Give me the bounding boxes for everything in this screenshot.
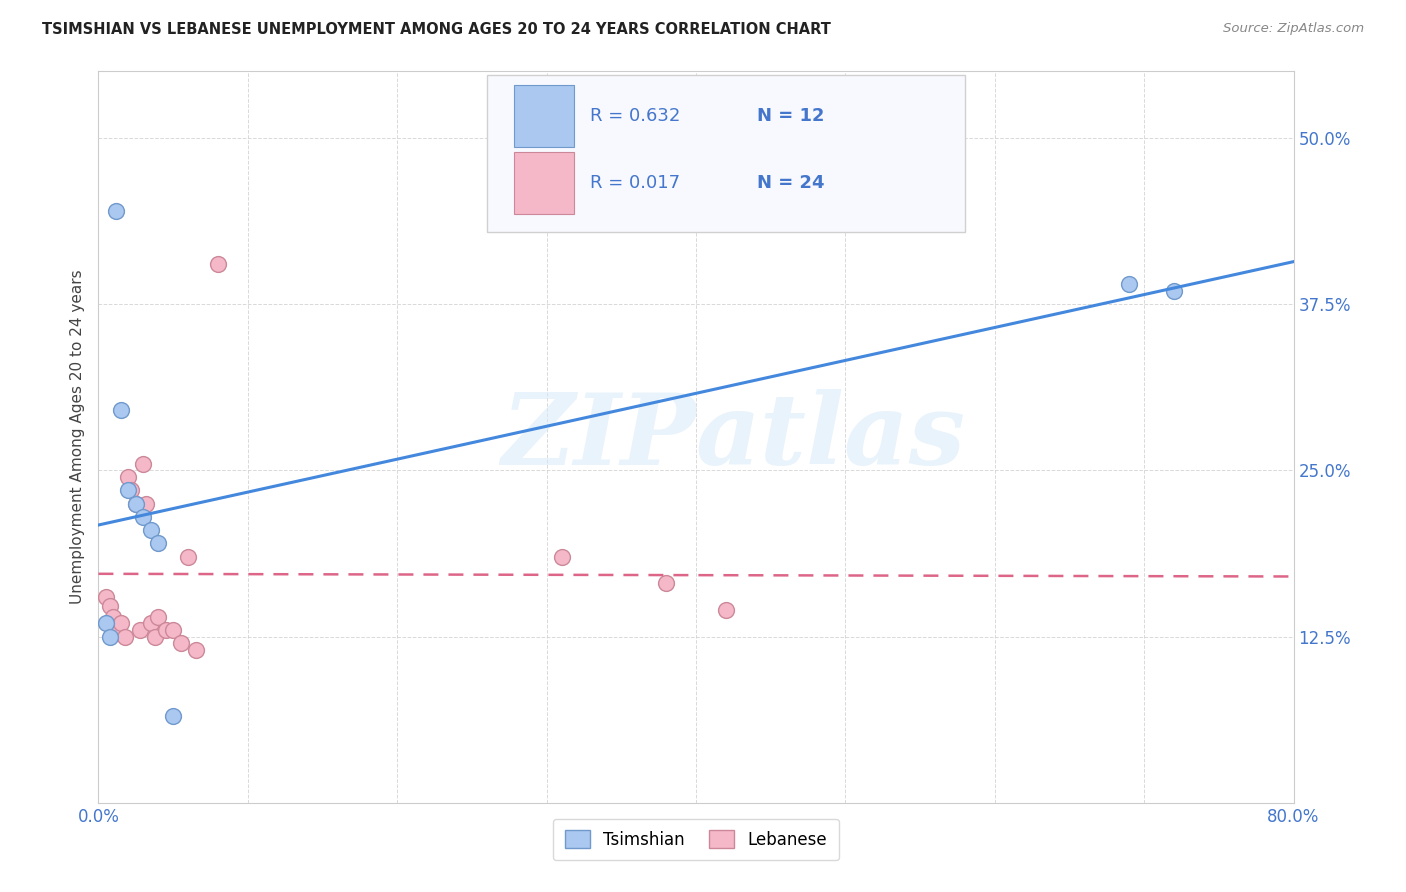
Point bbox=[177, 549, 200, 564]
Text: R = 0.632: R = 0.632 bbox=[589, 107, 681, 125]
FancyBboxPatch shape bbox=[515, 153, 574, 214]
Point bbox=[105, 204, 128, 219]
Point bbox=[110, 403, 132, 417]
Point bbox=[655, 576, 678, 591]
Point bbox=[1118, 277, 1140, 292]
Text: N = 24: N = 24 bbox=[756, 174, 824, 193]
Point bbox=[117, 470, 139, 484]
Point bbox=[148, 609, 170, 624]
Point bbox=[550, 549, 572, 564]
Point bbox=[94, 590, 117, 604]
Point bbox=[162, 709, 184, 723]
Point bbox=[129, 623, 152, 637]
Point bbox=[125, 497, 148, 511]
Point bbox=[155, 623, 177, 637]
Text: N = 12: N = 12 bbox=[756, 107, 824, 125]
Point bbox=[135, 497, 157, 511]
Point bbox=[207, 257, 229, 271]
Text: Source: ZipAtlas.com: Source: ZipAtlas.com bbox=[1223, 22, 1364, 36]
Point bbox=[98, 599, 122, 613]
Point bbox=[103, 609, 125, 624]
Point bbox=[125, 497, 148, 511]
Point bbox=[1163, 284, 1185, 298]
Text: TSIMSHIAN VS LEBANESE UNEMPLOYMENT AMONG AGES 20 TO 24 YEARS CORRELATION CHART: TSIMSHIAN VS LEBANESE UNEMPLOYMENT AMONG… bbox=[42, 22, 831, 37]
Point bbox=[139, 523, 162, 537]
Point bbox=[105, 623, 128, 637]
Point bbox=[139, 616, 162, 631]
Y-axis label: Unemployment Among Ages 20 to 24 years: Unemployment Among Ages 20 to 24 years bbox=[70, 269, 86, 605]
Text: atlas: atlas bbox=[696, 389, 966, 485]
Point bbox=[110, 616, 132, 631]
Point bbox=[143, 630, 166, 644]
Point bbox=[184, 643, 207, 657]
Text: ZIP: ZIP bbox=[501, 389, 696, 485]
Point bbox=[148, 536, 170, 550]
Point bbox=[714, 603, 737, 617]
Point bbox=[120, 483, 142, 498]
Text: R = 0.017: R = 0.017 bbox=[589, 174, 679, 193]
Point bbox=[169, 636, 191, 650]
FancyBboxPatch shape bbox=[515, 85, 574, 147]
Point bbox=[94, 616, 117, 631]
Point bbox=[162, 623, 184, 637]
Point bbox=[117, 483, 139, 498]
Legend: Tsimshian, Lebanese: Tsimshian, Lebanese bbox=[553, 819, 839, 860]
Point bbox=[98, 630, 122, 644]
FancyBboxPatch shape bbox=[486, 75, 965, 232]
Point bbox=[132, 509, 155, 524]
Point bbox=[132, 457, 155, 471]
Point bbox=[114, 630, 136, 644]
